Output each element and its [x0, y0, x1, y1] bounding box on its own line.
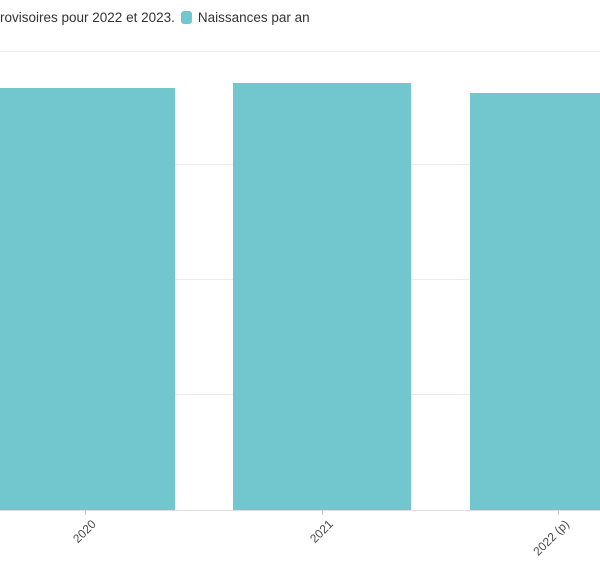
bar[interactable] [233, 83, 411, 510]
x-axis-tick [322, 510, 323, 515]
gridline [0, 51, 600, 52]
x-axis-label: 2021 [307, 517, 336, 546]
bar[interactable] [0, 88, 175, 510]
legend-label: Naissances par an [197, 10, 310, 25]
chart-header: rovisoires pour 2022 et 2023. Naissances… [0, 9, 310, 26]
x-axis-line [0, 510, 600, 511]
bar[interactable] [470, 93, 600, 510]
x-axis-label: 2022 (p) [530, 517, 572, 559]
legend: Naissances par an [180, 9, 310, 26]
x-axis-label: 2020 [70, 517, 99, 546]
x-axis-tick [558, 510, 559, 515]
note-text: rovisoires pour 2022 et 2023. [0, 10, 175, 25]
legend-swatch-icon [180, 11, 192, 24]
x-axis-tick [85, 510, 86, 515]
